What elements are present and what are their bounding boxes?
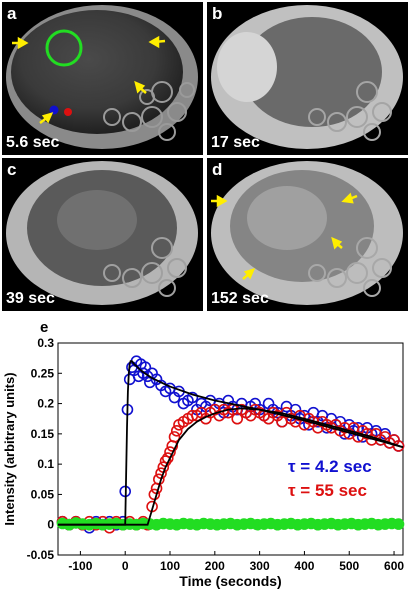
x-tick-label: 300: [250, 559, 270, 573]
y-tick-label: 0.3: [37, 336, 54, 350]
panel-time-c: 39 sec: [6, 290, 55, 307]
x-ticks: -100 0 100 200 300 400 500 600: [68, 551, 404, 573]
mri-image-b: [207, 2, 408, 155]
series-blue: [56, 355, 405, 534]
panel-letter-a: a: [7, 4, 17, 23]
data-point-red: [168, 431, 181, 443]
panel-letter-b: b: [212, 4, 223, 23]
y-tick-label: 0: [47, 518, 54, 532]
fit-curve-blue: [58, 360, 404, 526]
y-axis-label: Intensity (arbitrary units): [2, 372, 17, 525]
mri-image-c: [2, 158, 203, 311]
intensity-chart: e -0.05 0 0.05 0.1 0.15 0.2 0.25 0.3 -100 0 100 20…: [2, 319, 405, 589]
panel-letter-e: e: [40, 319, 48, 336]
y-tick-label: 0.15: [31, 427, 55, 441]
data-point-blue: [186, 391, 199, 404]
x-tick-label: 200: [205, 559, 225, 573]
roi-dot-blue: [49, 105, 59, 115]
panel-letter-c: c: [7, 160, 17, 179]
x-tick-label: 400: [294, 559, 314, 573]
mri-panel-d: d 152 sec: [207, 158, 408, 311]
mri-image-d: [207, 158, 408, 311]
data-point-red: [170, 425, 183, 437]
x-axis-label: Time (seconds): [179, 573, 281, 589]
panel-time-d: 152 sec: [211, 290, 269, 307]
tau-annotation-red: τ = 55 sec: [288, 481, 367, 500]
y-tick-label: 0.05: [31, 487, 55, 501]
chart-marks: [56, 355, 405, 534]
data-point-red: [231, 412, 244, 425]
fit-curve-red: [58, 407, 404, 526]
x-tick-label: 100: [160, 559, 180, 573]
x-tick-label: 500: [339, 559, 359, 573]
mri-panel-a: a 5.6 sec: [2, 2, 203, 155]
y-tick-label: 0.2: [37, 397, 54, 411]
roi-dot-red: [64, 108, 72, 116]
data-point-green: [392, 518, 405, 530]
fit-lines: [58, 360, 404, 526]
roi-circle: [45, 29, 83, 67]
panel-time-a: 5.6 sec: [6, 134, 60, 151]
y-tick-label: 0.25: [31, 366, 55, 380]
x-tick-label: -100: [68, 559, 92, 573]
x-tick-label: 0: [122, 559, 129, 573]
x-tick-label: 600: [384, 559, 404, 573]
panel-time-b: 17 sec: [211, 134, 260, 151]
panel-letter-d: d: [212, 160, 223, 179]
mri-image-a: [2, 2, 203, 155]
mri-panel-b: b 17 sec: [207, 2, 408, 155]
tau-annotation-blue: τ = 4.2 sec: [288, 457, 372, 476]
y-ticks: -0.05 0 0.05 0.1 0.15 0.2 0.25 0.3: [27, 336, 62, 562]
data-point-red: [392, 440, 405, 452]
mri-panel-c: c 39 sec: [2, 158, 203, 311]
y-tick-label: 0.1: [37, 457, 54, 471]
y-tick-label: -0.05: [27, 548, 55, 562]
